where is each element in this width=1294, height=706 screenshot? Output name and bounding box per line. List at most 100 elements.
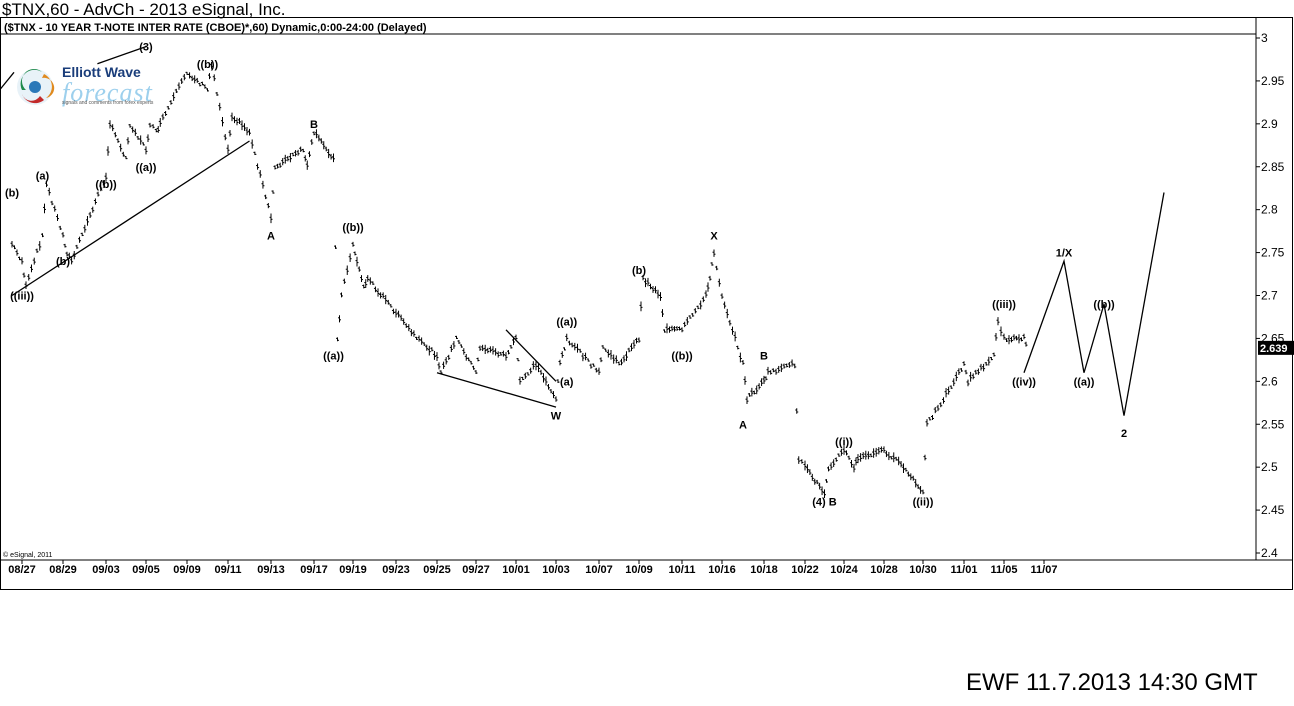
price-bar bbox=[745, 396, 749, 405]
x-tick-label: 11/05 bbox=[991, 564, 1018, 576]
price-bar bbox=[478, 345, 482, 351]
price-bar bbox=[769, 370, 773, 375]
price-bar bbox=[210, 61, 213, 69]
y-tick-label: 2.75 bbox=[1261, 246, 1285, 260]
price-bar bbox=[324, 146, 328, 152]
price-bar bbox=[276, 163, 280, 169]
price-bar bbox=[646, 277, 650, 287]
wave-label: ((b)) bbox=[342, 222, 364, 234]
price-bar bbox=[966, 379, 970, 387]
price-bar bbox=[556, 379, 560, 383]
x-tick-label: 09/17 bbox=[300, 564, 328, 576]
price-bar bbox=[467, 357, 471, 362]
price-bar bbox=[111, 124, 115, 132]
wave-label: ((iii)) bbox=[992, 299, 1016, 311]
price-bar bbox=[1015, 335, 1018, 341]
price-bar bbox=[931, 415, 934, 420]
price-bar bbox=[200, 81, 204, 86]
price-bar bbox=[979, 363, 983, 371]
y-tick-label: 2.95 bbox=[1261, 74, 1285, 88]
price-bar bbox=[486, 347, 490, 354]
price-bar bbox=[644, 278, 647, 288]
x-tick-label: 09/09 bbox=[173, 564, 201, 576]
price-bar bbox=[10, 241, 14, 248]
price-bar bbox=[813, 478, 817, 485]
price-bar bbox=[774, 368, 778, 375]
x-tick-label: 08/27 bbox=[8, 564, 36, 576]
price-bar bbox=[678, 326, 681, 331]
price-bar bbox=[430, 347, 434, 352]
x-tick-label: 10/24 bbox=[830, 564, 858, 576]
price-bar bbox=[518, 376, 522, 385]
price-bar bbox=[805, 464, 809, 474]
x-tick-label: 09/27 bbox=[462, 564, 490, 576]
price-bar bbox=[379, 292, 383, 299]
chart-frame[interactable] bbox=[0, 17, 1293, 590]
price-bar bbox=[228, 129, 232, 137]
price-bar bbox=[747, 393, 751, 397]
price-bar bbox=[1010, 336, 1013, 343]
price-bar bbox=[622, 355, 626, 363]
price-bar bbox=[56, 214, 59, 221]
price-bar bbox=[810, 473, 814, 481]
price-bar bbox=[1024, 341, 1028, 347]
price-bar bbox=[80, 232, 84, 237]
price-bar bbox=[531, 361, 535, 370]
price-bar bbox=[397, 310, 401, 318]
price-bar bbox=[996, 317, 1000, 326]
price-bar bbox=[373, 286, 377, 293]
price-bar bbox=[24, 281, 28, 290]
price-bar bbox=[584, 352, 588, 361]
y-tick-label: 2.45 bbox=[1261, 503, 1285, 517]
x-tick-label: 10/28 bbox=[870, 564, 898, 576]
price-bar bbox=[288, 153, 292, 163]
price-bar bbox=[872, 448, 876, 458]
price-bar bbox=[351, 241, 355, 247]
price-bar bbox=[570, 342, 574, 348]
price-bar bbox=[381, 292, 385, 299]
current-price-badge bbox=[1258, 340, 1294, 355]
price-bar bbox=[355, 256, 359, 267]
price-bar bbox=[725, 308, 729, 319]
price-bar bbox=[649, 283, 652, 290]
price-bar bbox=[874, 447, 878, 457]
price-bar bbox=[1012, 334, 1016, 341]
price-bar bbox=[494, 348, 498, 356]
price-bar bbox=[969, 371, 973, 382]
wave-label: ((a)) bbox=[323, 351, 344, 363]
price-bar bbox=[360, 275, 363, 283]
price-bar bbox=[296, 149, 300, 156]
price-bar bbox=[637, 337, 641, 343]
y-tick-label: 2.4 bbox=[1261, 546, 1278, 560]
price-bar bbox=[402, 318, 406, 325]
price-bar bbox=[188, 72, 192, 79]
price-bar bbox=[701, 296, 705, 303]
x-tick-label: 09/19 bbox=[339, 564, 367, 576]
price-bar bbox=[469, 360, 473, 365]
price-bar bbox=[509, 344, 513, 349]
price-bar bbox=[576, 343, 579, 353]
price-bar bbox=[447, 354, 451, 360]
wave-label: (b) bbox=[5, 188, 19, 200]
y-tick-label: 3 bbox=[1261, 31, 1268, 45]
price-bar bbox=[604, 348, 608, 352]
price-bar bbox=[760, 378, 764, 387]
price-bar bbox=[962, 361, 966, 366]
price-bar bbox=[942, 397, 945, 404]
y-tick-label: 2.6 bbox=[1261, 374, 1278, 388]
price-bar bbox=[889, 456, 893, 460]
price-bar bbox=[882, 446, 886, 453]
price-bars bbox=[10, 61, 1028, 498]
price-bar bbox=[13, 245, 16, 250]
price-bar bbox=[437, 362, 441, 370]
price-bar bbox=[27, 274, 31, 281]
price-bar bbox=[368, 277, 372, 285]
price-bar bbox=[422, 342, 426, 346]
price-bar bbox=[839, 448, 843, 456]
price-bar bbox=[161, 113, 165, 121]
price-bar bbox=[266, 203, 270, 209]
price-bar bbox=[728, 319, 732, 326]
price-bar bbox=[258, 170, 262, 178]
price-bar bbox=[476, 357, 480, 362]
